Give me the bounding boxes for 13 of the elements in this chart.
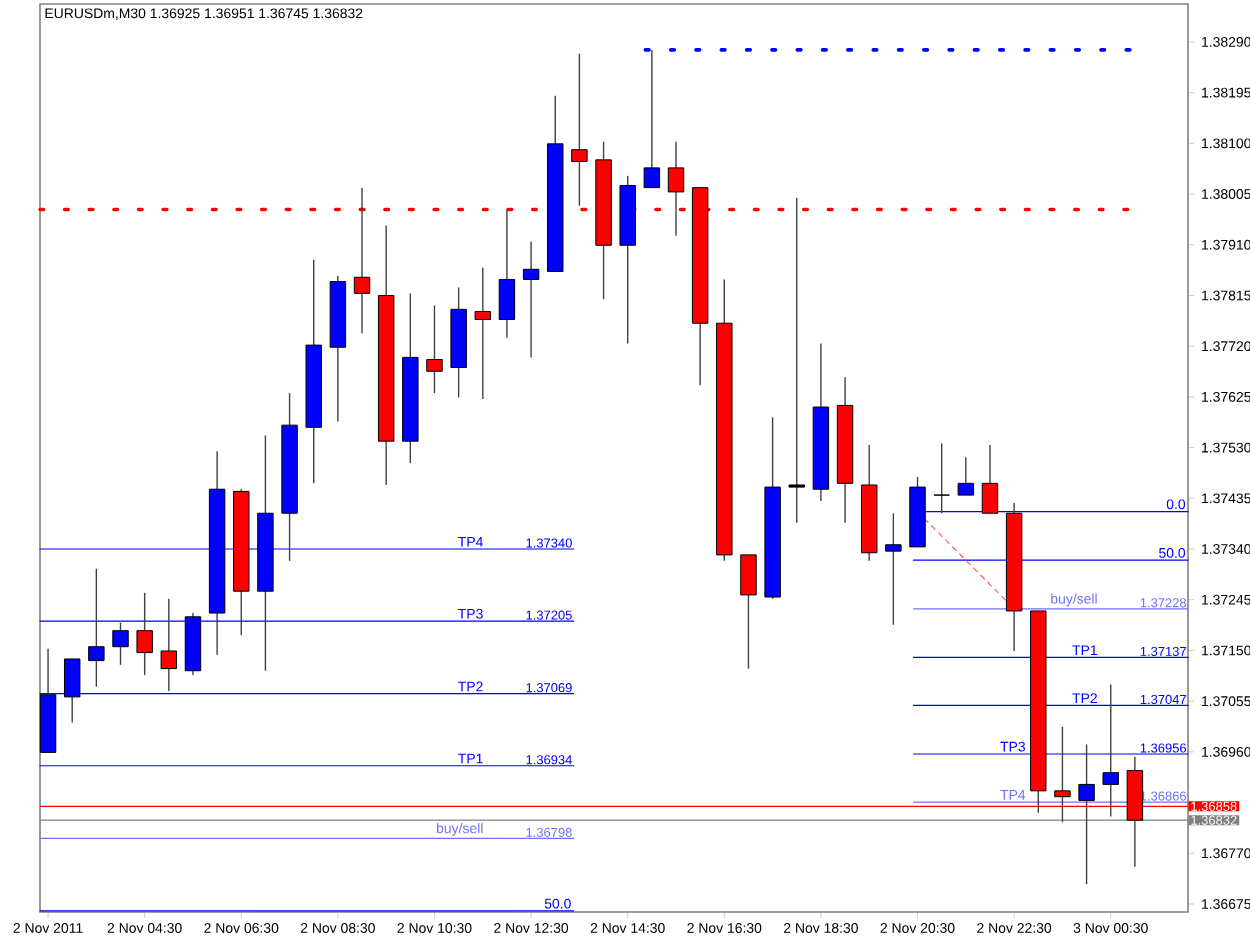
candlestick [885, 512, 902, 626]
candlestick [740, 554, 757, 670]
candlestick [933, 442, 950, 514]
candlestick [571, 52, 588, 207]
candlestick [788, 197, 805, 524]
candlestick [426, 304, 443, 394]
candlestick [160, 597, 178, 692]
candlestick [498, 208, 516, 339]
candlestick [136, 592, 153, 676]
candlestick [957, 456, 975, 496]
candlestick [981, 444, 999, 514]
candlestick [522, 240, 540, 359]
candlestick [474, 267, 492, 400]
